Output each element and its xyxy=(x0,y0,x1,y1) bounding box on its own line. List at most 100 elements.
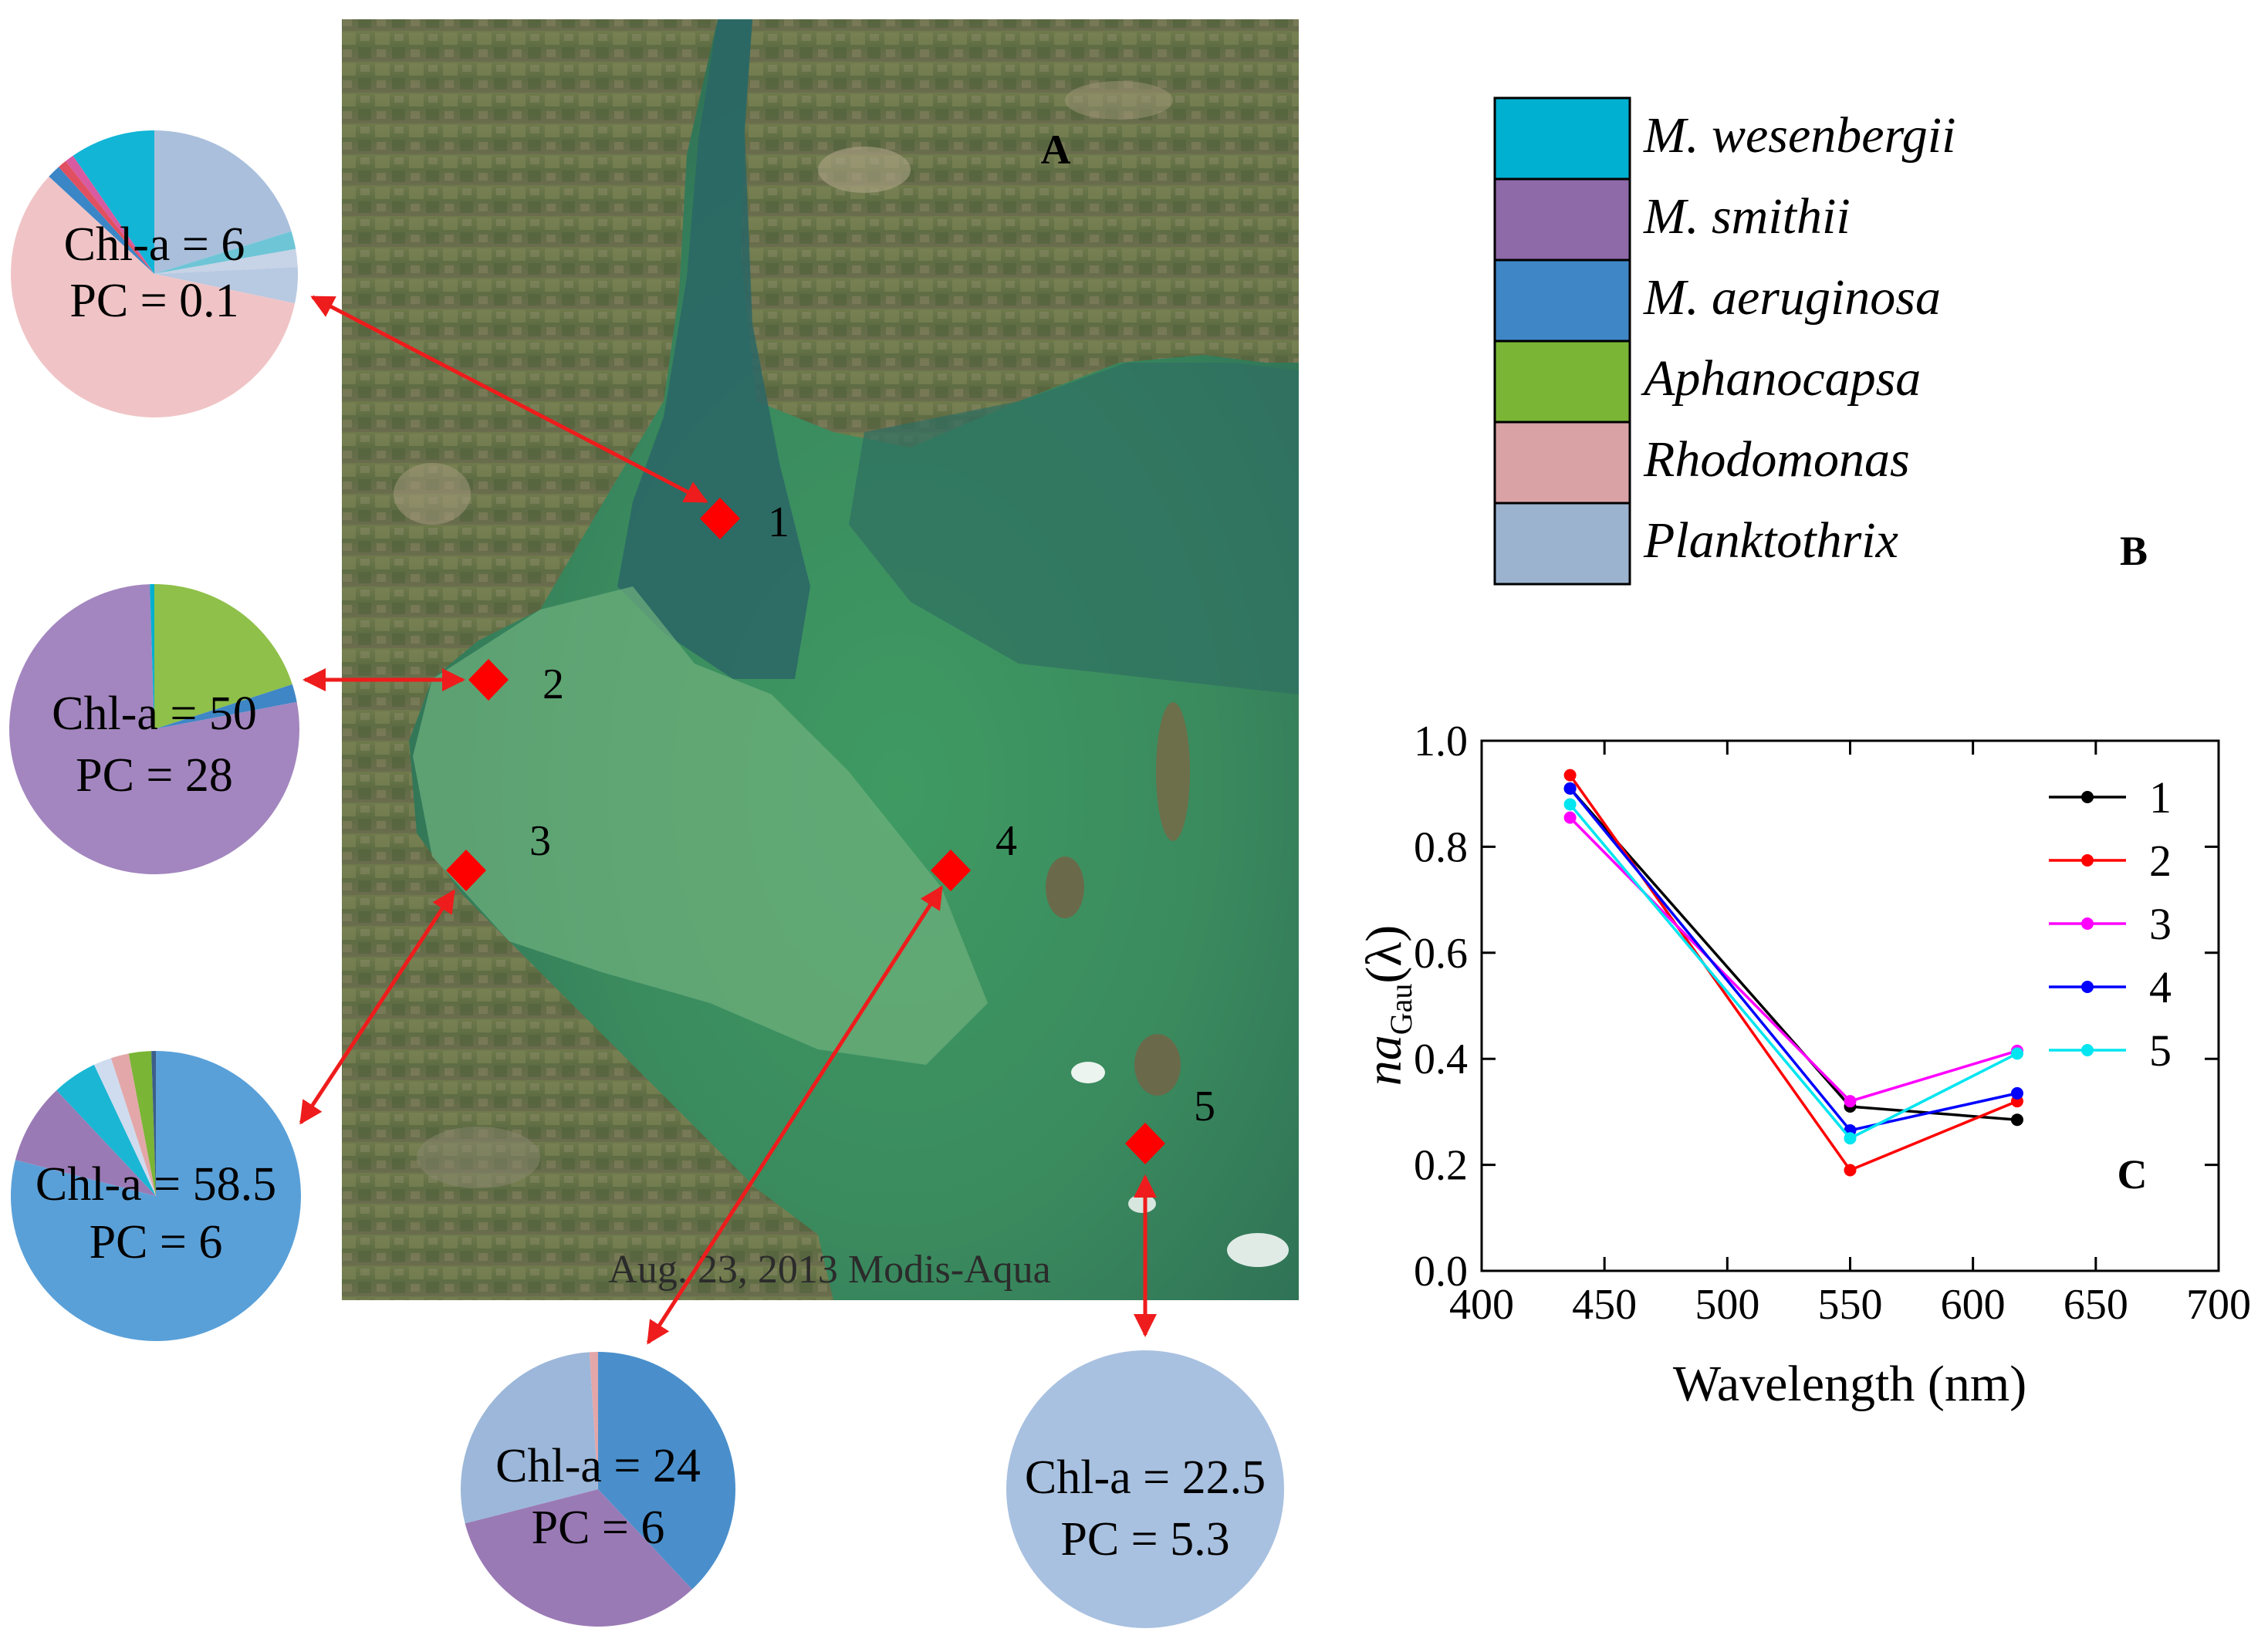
pie-slice-planktothrix xyxy=(154,267,298,304)
y-tick-label: 0.4 xyxy=(1414,1036,1468,1083)
legend-label: M. wesenbergii xyxy=(1643,107,1955,164)
x-tick-label: 600 xyxy=(1941,1281,2006,1329)
arrow-site-3 xyxy=(299,889,456,1125)
series-4 xyxy=(1563,782,2023,1137)
chart-axis-ticks: 400 450 500 550 600 650 700 0.0 0.2 0.4 0.6 0.8 1.0 xyxy=(1414,718,2251,1329)
series-5 xyxy=(1563,798,2023,1145)
pie-slice-planktothrix xyxy=(93,1058,156,1196)
pie-slice-planktothrix xyxy=(461,1352,598,1524)
pie-slice-rhodomonas xyxy=(110,1053,156,1196)
legend-marker xyxy=(2081,981,2094,993)
series-point xyxy=(1844,1132,1857,1145)
pie-slice-m-smithii xyxy=(465,1489,692,1627)
x-tick-label: 450 xyxy=(1572,1281,1637,1329)
site-marker-5 xyxy=(1125,1123,1165,1164)
series-point xyxy=(1563,798,1577,811)
pie-slice-m-smithii xyxy=(15,1090,156,1196)
legend-series-label: 2 xyxy=(2149,836,2172,886)
site-marker-1 xyxy=(700,498,740,539)
species-legend: M. wesenbergii M. smithii M. aeruginosa Aph… xyxy=(1493,96,1955,586)
arrow-site-1 xyxy=(310,295,708,504)
pie-slice-m-wesenbergii xyxy=(150,584,154,729)
legend-swatch xyxy=(1493,340,1631,424)
y-label-subscript: Gau xyxy=(1384,984,1418,1036)
x-tick-label: 650 xyxy=(2064,1281,2128,1329)
legend-marker xyxy=(2081,1044,2094,1056)
series-point xyxy=(1844,1164,1857,1177)
legend-series-label: 5 xyxy=(2149,1025,2172,1076)
pie-pc-label: PC = 28 xyxy=(76,749,233,802)
pie-slice-other xyxy=(58,160,154,274)
pie-chart-site-3: Chl-a = 58.5PC = 6 xyxy=(11,1050,302,1341)
legend-swatch xyxy=(1493,96,1631,181)
series-line xyxy=(1569,787,2018,1132)
site-label-2: 2 xyxy=(542,661,564,708)
pie-slice-planktothrix xyxy=(154,130,292,274)
site-label-4: 4 xyxy=(995,817,1017,865)
chart-plot-frame xyxy=(1480,739,2220,1272)
pie-pc-label: PC = 6 xyxy=(532,1502,665,1554)
series-point xyxy=(1563,811,1577,824)
site-label-3: 3 xyxy=(529,817,551,865)
pie-slice-m-wesenbergii xyxy=(154,231,296,274)
pie-chl-label: Chl-a = 58.5 xyxy=(35,1158,276,1211)
chart-series-lines xyxy=(1563,769,2023,1177)
pie-slice-m-aeruginosa xyxy=(154,684,297,729)
pie-slice-m-aeruginosa xyxy=(49,167,155,274)
legend-series-label: 4 xyxy=(2149,962,2172,1012)
pie-chl-label: Chl-a = 6 xyxy=(64,218,245,271)
legend-label: M. aeruginosa xyxy=(1643,269,1941,326)
chart-y-axis-label: naGau(λ) xyxy=(1356,925,1418,1086)
x-tick-label: 500 xyxy=(1695,1281,1759,1329)
series-line xyxy=(1569,774,2018,1172)
series-1 xyxy=(1563,782,2023,1127)
panel-c-label: C xyxy=(2118,1151,2148,1198)
site-arrows xyxy=(299,295,1157,1345)
legend-swatch xyxy=(1493,421,1631,505)
y-tick-label: 1.0 xyxy=(1414,718,1468,765)
wavelength-chart: 400 450 500 550 600 650 7000.00.20.40.60.81.0 … xyxy=(1356,718,2251,1412)
site-markers xyxy=(446,498,1165,1164)
x-tick-label: 400 xyxy=(1449,1281,1514,1329)
satellite-map xyxy=(342,19,1299,1300)
pie-chl-label: Chl-a = 50 xyxy=(52,688,257,740)
legend-marker xyxy=(2081,854,2094,867)
legend-label: Planktothrix xyxy=(1643,512,1898,569)
pie-slice-aphanocapsa xyxy=(154,584,292,729)
y-tick-label: 0.6 xyxy=(1414,930,1468,978)
pie-slice-m-wesenbergii xyxy=(56,1064,156,1196)
site-number-labels: 1 2 3 4 5 xyxy=(529,498,1215,1130)
map-caption: Aug. 23, 2013 Modis-Aqua xyxy=(608,1248,1050,1292)
pie-chl-label: Chl-a = 22.5 xyxy=(1025,1451,1266,1504)
pie-slice-rhodomonas xyxy=(10,176,296,418)
y-tick-label: 0.8 xyxy=(1414,823,1468,871)
series-point xyxy=(1563,782,1577,795)
pie-chart-site-4: Chl-a = 24 PC = 6 xyxy=(461,1352,735,1627)
pie-chl-label: Chl-a = 24 xyxy=(495,1440,701,1492)
pie-slice-m-aeruginosa xyxy=(598,1352,735,1590)
site-marker-2 xyxy=(468,659,509,701)
legend-marker xyxy=(2081,791,2094,803)
site-marker-4 xyxy=(931,850,971,891)
pie-pc-label: PC = 5.3 xyxy=(1060,1513,1229,1566)
series-line xyxy=(1569,816,2018,1103)
series-point xyxy=(2010,1086,2023,1100)
chart-legend: 1 2 3 4 5 xyxy=(2049,772,2172,1076)
pie-slice-m-smithii xyxy=(9,584,299,875)
legend-swatch xyxy=(1493,177,1631,262)
pie-pc-label: PC = 6 xyxy=(90,1216,223,1269)
x-tick-label: 700 xyxy=(2186,1281,2251,1329)
legend-label: M. smithii xyxy=(1643,188,1851,245)
panel-b-label: B xyxy=(2120,528,2148,574)
pie-slice-m-smithii xyxy=(66,155,154,274)
site-marker-3 xyxy=(446,850,486,891)
arrow-site-4 xyxy=(646,885,944,1345)
site-label-1: 1 xyxy=(768,498,789,546)
series-2 xyxy=(1563,769,2023,1177)
legend-swatch xyxy=(1493,502,1631,586)
pie-slice-other xyxy=(154,248,298,274)
pie-slice-aphanocapsa xyxy=(128,1051,156,1196)
site-label-5: 5 xyxy=(1194,1083,1215,1130)
